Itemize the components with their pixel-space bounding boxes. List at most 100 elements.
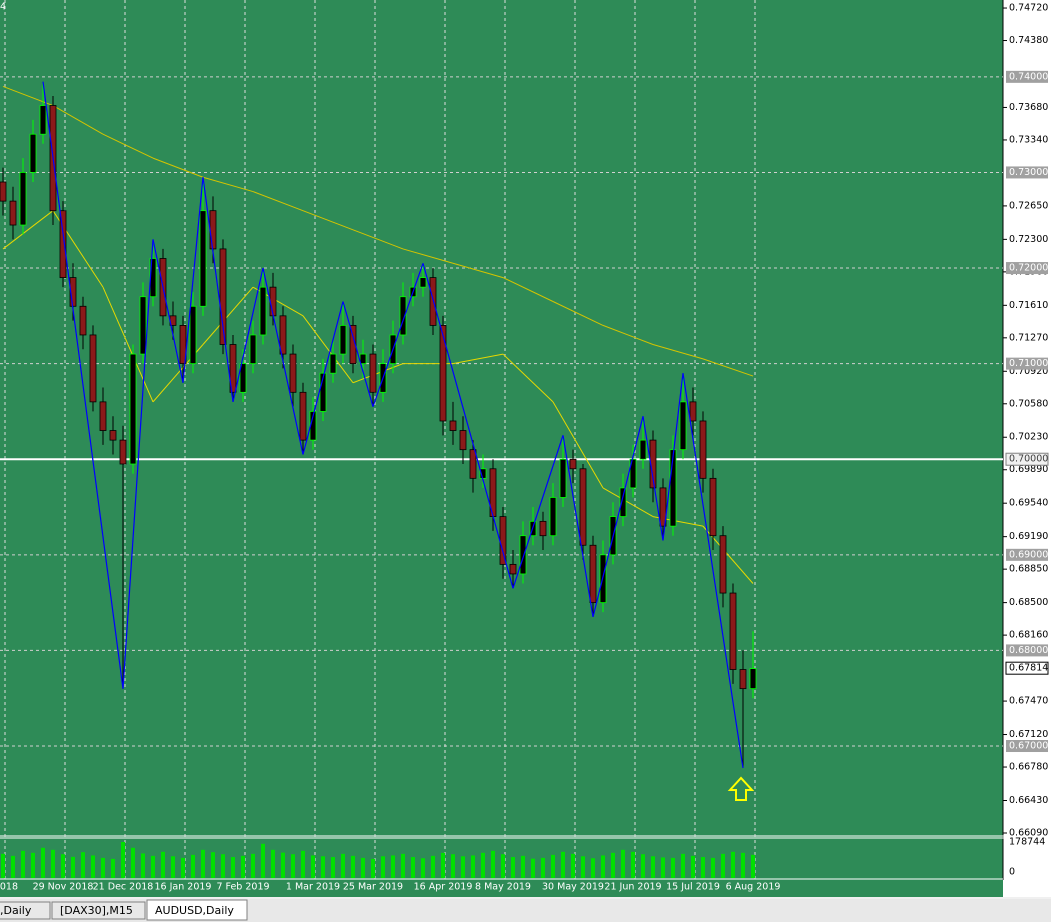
volume-bar — [421, 858, 425, 878]
zigzag-segment — [262, 267, 304, 455]
level-label: 0.67000 — [1009, 741, 1048, 752]
volume-bar — [711, 857, 715, 878]
volume-bar — [271, 849, 275, 878]
volume-bar — [361, 857, 365, 878]
zigzag-segment — [372, 263, 424, 407]
y-tick-label: 0.72650 — [1009, 200, 1048, 211]
candle-body — [739, 669, 747, 690]
candle-body — [9, 200, 17, 226]
volume-bar — [191, 854, 195, 878]
volume-bar — [371, 858, 375, 878]
candle-body — [299, 391, 307, 441]
volume-bar — [401, 853, 405, 878]
ma-slow-segment — [52, 105, 104, 135]
level-label-box — [1006, 357, 1048, 370]
volume-bar — [631, 851, 635, 878]
round-level-box — [1005, 452, 1049, 466]
chart-background — [0, 0, 1003, 897]
level-label-box — [1006, 644, 1048, 657]
candle-body — [319, 372, 327, 412]
ma-fast-segment — [302, 315, 354, 384]
volume-bar — [1, 853, 5, 878]
candle-body — [689, 401, 697, 422]
x-tick-label: 6 Aug 2019 — [726, 882, 781, 893]
round-level-label: 0.70000 — [1009, 454, 1048, 465]
y-tick-label: 0.66430 — [1009, 795, 1048, 806]
ma-fast-segment — [602, 487, 654, 518]
y-tick-label: 0.70920 — [1009, 366, 1048, 377]
zigzag-segment — [642, 416, 664, 541]
candle-body — [419, 277, 427, 288]
volume-bar — [21, 850, 25, 878]
volume-bar — [671, 857, 675, 878]
zigzag-segment — [182, 177, 204, 383]
candle-body — [229, 344, 237, 393]
ma-slow-segment — [102, 133, 154, 159]
x-tick-label: 2018 — [0, 882, 18, 893]
volume-bar — [741, 852, 745, 878]
y-tick-label: 0.74720 — [1009, 3, 1048, 14]
y-tick-label: 0.73340 — [1009, 134, 1048, 145]
level-label: 0.68000 — [1009, 645, 1048, 656]
level-label-box — [1006, 70, 1048, 83]
ma-slow-segment — [702, 358, 754, 377]
zigzag-segment — [562, 435, 594, 618]
x-tick-label: 7 Feb 2019 — [216, 882, 269, 893]
level-label-box — [1006, 166, 1048, 179]
y-tick-label: 0.70230 — [1009, 432, 1048, 443]
candle-body — [709, 477, 717, 537]
current-price-box — [1005, 661, 1049, 675]
ma-slow-segment — [602, 324, 654, 345]
level-label: 0.73000 — [1009, 167, 1048, 178]
volume-bar — [111, 858, 115, 878]
volume-tick-label: 0 — [1009, 867, 1015, 878]
volume-bar — [551, 854, 555, 878]
candle-body — [439, 324, 447, 422]
current-price-label: 0.67814 — [1009, 663, 1048, 674]
candle-body — [699, 420, 707, 479]
tab-label[interactable]: AUDUSD,Daily — [155, 904, 234, 917]
candle-body — [679, 401, 687, 451]
candle-body — [569, 458, 577, 470]
volume-bar — [51, 849, 55, 878]
volume-bar — [301, 850, 305, 878]
y-tick-label: 0.68500 — [1009, 597, 1048, 608]
ma-slow-segment — [302, 210, 354, 231]
candle-body — [269, 286, 277, 317]
volume-bar — [221, 854, 225, 878]
candle-body — [459, 430, 467, 451]
volume-bar — [251, 853, 255, 878]
candle-body — [349, 324, 357, 365]
x-tick-label: 16 Jan 2019 — [155, 882, 212, 893]
tab-label[interactable]: ,Daily — [0, 904, 32, 917]
y-tick-label: 0.73680 — [1009, 102, 1048, 113]
volume-bar — [511, 857, 515, 878]
zigzag-segment — [302, 301, 344, 455]
tab-label[interactable]: [DAX30],M15 — [60, 904, 133, 917]
x-tick-label: 8 May 2019 — [475, 882, 531, 893]
volume-bar — [651, 856, 655, 878]
candle-body — [749, 668, 757, 690]
candle-body — [89, 334, 97, 403]
tab[interactable] — [146, 899, 248, 921]
candle-body — [469, 449, 477, 479]
volume-bar — [621, 849, 625, 878]
volume-bar — [441, 852, 445, 878]
y-tick-label: 0.67120 — [1009, 729, 1048, 740]
volume-bar — [291, 854, 295, 878]
candle-body — [369, 353, 377, 393]
ma-fast-segment — [452, 353, 504, 365]
volume-bar — [81, 852, 85, 878]
candle-body — [519, 535, 527, 575]
ma-fast-segment — [202, 286, 254, 345]
ma-slow-segment — [402, 248, 454, 264]
volume-bar — [211, 852, 215, 878]
x-tick-label: 1 Mar 2019 — [286, 882, 340, 893]
candle-body — [19, 172, 27, 226]
tab[interactable] — [0, 901, 51, 920]
candle-body — [449, 420, 457, 431]
level-label-box — [1006, 548, 1048, 561]
plot: 0.74720 0.74380 0.73680 0.73340 0.72650 0.723… — [0, 0, 1049, 893]
volume-bar — [561, 851, 565, 878]
tab[interactable] — [51, 901, 146, 920]
